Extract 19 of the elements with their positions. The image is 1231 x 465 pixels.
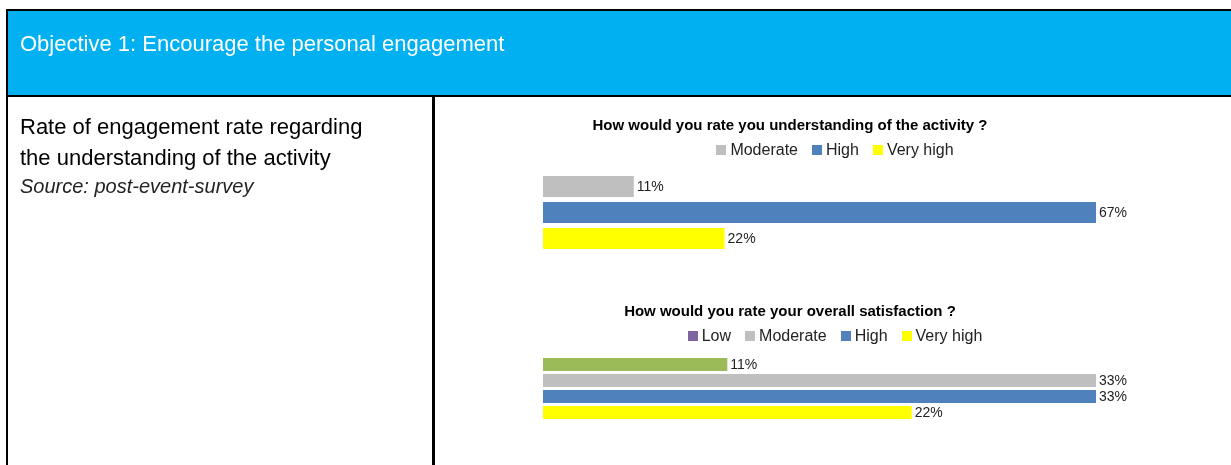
text: Objective 1: Encourage the personal engagement — [20, 31, 505, 57]
data-label: 11% — [730, 356, 758, 373]
legend-label: High — [853, 327, 888, 345]
legend-label: Very high — [885, 141, 954, 159]
chart-title: How would you rate your overall satisfaction ? — [623, 302, 957, 319]
legend-label: Moderate — [729, 141, 798, 159]
data-label: 67% — [1099, 204, 1128, 221]
data-label: 33% — [1099, 372, 1128, 389]
data-label: 33% — [1099, 388, 1128, 405]
legend-label: Very high — [914, 327, 983, 345]
source-note: Source: post-event-survey — [20, 175, 254, 198]
series-label: Low — [700, 327, 732, 345]
chart-title: How would you rate you understanding of the activity ? — [591, 116, 989, 133]
data-label: 22% — [727, 230, 756, 247]
text: Rate of engagement rate regarding the understanding of the activity — [20, 113, 364, 172]
data-label: 22% — [914, 404, 943, 421]
legend-label: High — [825, 141, 859, 159]
legend-label: Moderate — [758, 327, 827, 345]
data-label: 11% — [636, 178, 664, 195]
